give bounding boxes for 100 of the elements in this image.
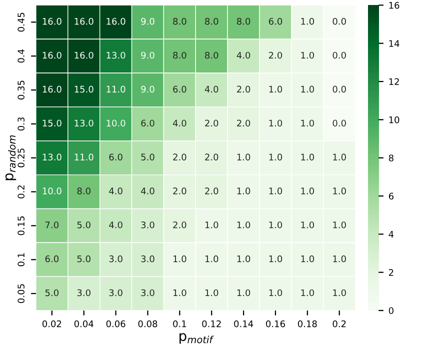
data-label: 1.0 [301,154,314,160]
data-label: 2.0 [205,120,218,127]
data-label: 2.0 [205,154,218,160]
data-label: 0.0 [332,120,346,127]
data-label: 11.0 [74,154,94,160]
data-label: 3.0 [141,289,154,296]
data-label: 1.0 [301,221,314,228]
data-label: 6.0 [109,154,122,160]
x-tick-label: 0.02 [42,320,62,328]
y-tick-label: 0.25 [18,148,24,168]
data-label: 0.0 [332,52,346,59]
data-label: 16.0 [74,18,94,25]
data-label: 1.0 [269,255,282,262]
data-label: 9.0 [141,18,154,25]
data-label: 9.0 [141,52,154,59]
color-bar-label: 6 [388,192,394,200]
data-label: 1.0 [237,289,250,296]
data-label: 13.0 [106,52,126,59]
data-label: 1.0 [333,154,346,160]
y-tick-label: 0.2 [18,185,24,198]
data-label: 5.0 [45,289,59,296]
data-label: 16.0 [42,18,62,25]
data-label: 4.0 [140,188,154,194]
x-tick-label: 0.08 [138,320,158,328]
data-label: 6.0 [141,120,154,127]
color-bar-label: 14 [389,40,400,47]
x-tick-label: 0.16 [266,320,285,328]
data-label: 0.0 [332,18,346,25]
x-tick-label: 0.1 [173,320,186,328]
data-label: 8.0 [173,52,186,59]
color-bar-label: 16 [389,2,400,9]
data-label: 3.0 [141,221,154,228]
color-bar-label: 8 [388,154,394,162]
data-label: 1.0 [269,86,282,93]
data-label: 3.0 [109,255,122,262]
data-label: 4.0 [109,188,122,194]
y-tick-label: 0.45 [18,12,24,32]
data-label: 2.0 [173,221,186,228]
data-label: 1.0 [301,188,314,194]
x-tick-label: 0.12 [202,320,221,328]
data-label: 1.0 [333,188,346,194]
data-label: 1.0 [333,221,346,228]
data-label: 4.0 [236,52,250,59]
data-label: 1.0 [205,289,218,296]
data-label: 1.0 [301,289,314,296]
data-label: 10.0 [42,188,62,194]
y-axis-title: p$_{random}$ [5,135,16,180]
data-label: 10.0 [106,120,126,127]
x-axis-title: p$_{motif}$ [180,333,214,344]
data-label: 15.0 [74,86,94,93]
data-label: 5.0 [141,154,154,160]
y-tick-label: 0.4 [18,49,24,63]
data-label: 2.0 [205,188,218,194]
data-label: 3.0 [141,255,154,262]
data-label: 1.0 [333,289,346,296]
color-bar-label: 4 [388,231,394,238]
data-label: 1.0 [269,289,282,296]
data-label: 1.0 [205,221,218,228]
data-label: 1.0 [269,154,282,160]
data-label: 8.0 [205,52,218,59]
x-tick-label: 0.04 [74,320,94,328]
data-label: 1.0 [237,154,250,160]
data-label: 4.0 [109,221,122,228]
data-label: 4.0 [172,120,186,127]
x-tick-label: 0.18 [298,320,317,328]
data-label: 6.0 [268,18,282,25]
data-label: 1.0 [173,255,186,262]
color-bar-label: 10 [389,116,400,124]
x-tick-label: 0.2 [332,320,346,328]
y-tick-label: 0.3 [18,117,24,130]
x-tick-label: 0.06 [106,320,126,328]
data-label: 16.0 [42,52,62,59]
data-label: 8.0 [236,18,250,25]
data-label: 2.0 [268,52,282,59]
data-label: 1.0 [301,52,314,59]
data-label: 1.0 [205,255,218,262]
color-bar-label: 12 [389,78,399,85]
data-label: 7.0 [45,221,59,228]
data-label: 15.0 [42,120,62,127]
x-tick-label: 0.14 [234,320,254,328]
data-label: 1.0 [301,120,314,127]
data-label: 11.0 [106,86,126,93]
data-label: 1.0 [237,255,250,262]
data-label: 16.0 [74,52,94,59]
data-label: 6.0 [45,255,59,262]
data-label: 5.0 [77,221,90,228]
data-label: 2.0 [173,188,186,194]
data-label: 13.0 [74,120,94,127]
data-label: 16.0 [42,86,62,93]
data-label: 1.0 [237,188,250,194]
data-label: 1.0 [301,86,314,93]
data-label: 4.0 [204,86,218,93]
data-label: 3.0 [109,289,122,296]
y-tick-label: 0.05 [18,284,24,303]
color-bar-label: 2 [388,269,394,276]
data-label: 1.0 [333,255,346,262]
data-label: 8.0 [77,188,90,194]
data-label: 0.0 [332,86,346,93]
data-label: 2.0 [237,120,250,127]
data-label: 1.0 [269,188,282,194]
